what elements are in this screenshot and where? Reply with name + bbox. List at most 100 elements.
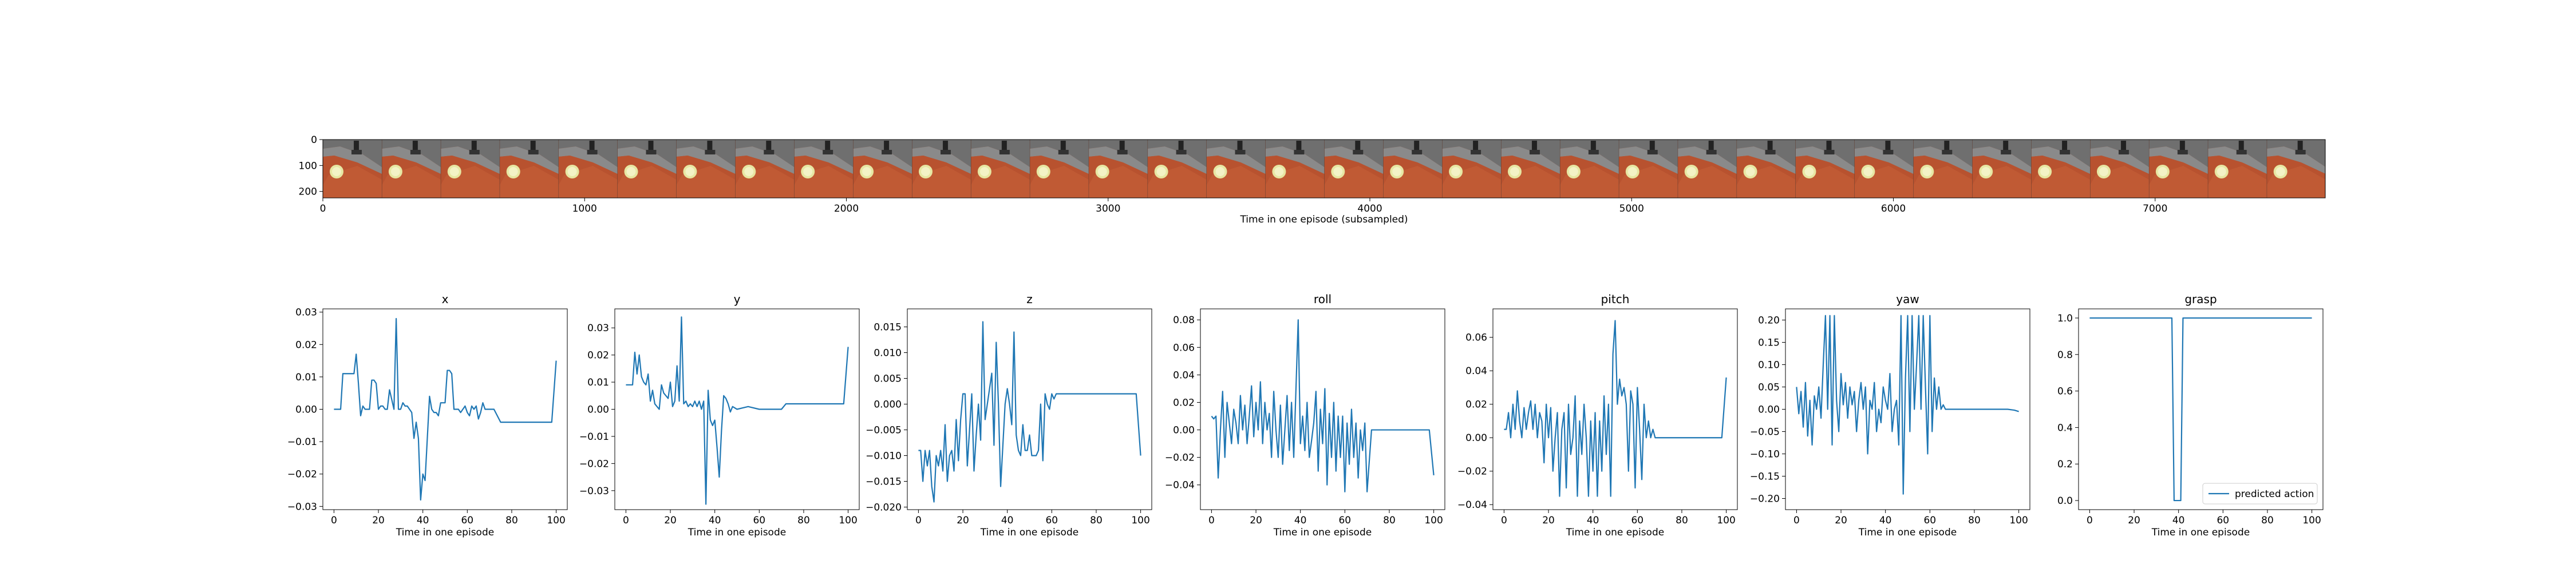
- x-tick-label: 60: [1923, 515, 1936, 526]
- y-tick-label: 0.015: [874, 322, 902, 333]
- chart-yaw: yaw 0 20 40 60 80 100 −0.20 −0.15 −0.10 −0.05 0.00 0…: [1750, 292, 2030, 538]
- x-tick-label: 0: [1501, 515, 1507, 526]
- y-tick-label: −0.010: [866, 451, 902, 462]
- x-tick-label: 100: [1424, 515, 1443, 526]
- y-tick-label: 0.20: [1758, 315, 1780, 327]
- y-tick-label: 0.010: [874, 348, 902, 359]
- filmstrip-x-label: Time in one episode (subsampled): [1239, 214, 1408, 225]
- x-axis-label: Time in one episode: [980, 527, 1078, 538]
- x-tick-label: 60: [1631, 515, 1643, 526]
- x-tick-label: 100: [547, 515, 565, 526]
- chart-title: grasp: [2184, 292, 2217, 306]
- plot-frame: [1200, 308, 1445, 510]
- plot-frame: [1492, 308, 1738, 510]
- y-tick-label: −0.20: [1750, 494, 1780, 505]
- y-tick-label: 0.03: [587, 323, 609, 334]
- y-tick-label: −0.015: [866, 476, 902, 488]
- y-tick-label: 0.0: [2057, 495, 2073, 507]
- chart-title: y: [734, 292, 741, 306]
- y-tick-label: 0.04: [1465, 366, 1487, 377]
- y-tick-label: 0.00: [1173, 425, 1195, 436]
- y-tick-label: −0.02: [1457, 466, 1487, 478]
- filmstrip-axes: 0 1000 2000 3000 4000 5000 6000 7000 0 100 200 Ti…: [299, 134, 2326, 225]
- y-tick-label: 0.00: [587, 404, 609, 416]
- x-tick-label: 80: [2261, 515, 2274, 526]
- y-tick-label: 0.05: [1758, 382, 1780, 394]
- y-tick-label: −0.020: [866, 502, 902, 514]
- chart-y: y 0 20 40 60 80 100 −0.03 −0.02 −0.01 0.00 0.01 0.02…: [579, 292, 860, 538]
- legend: predicted action: [2202, 483, 2318, 505]
- chart-title: yaw: [1896, 292, 1919, 306]
- x-tick-label: 80: [1968, 515, 1981, 526]
- x-tick-label: 80: [1383, 515, 1396, 526]
- y-tick-label: 0.02: [1173, 397, 1195, 408]
- filmstrip-x-tick-label: 3000: [1096, 203, 1120, 214]
- x-axis-label: Time in one episode: [688, 527, 786, 538]
- chart-x: x 0 20 40 60 80 100 −0.03 −0.02 −0.01 0.00 0.01 0.02…: [287, 292, 568, 538]
- filmstrip-x-tick-label: 1000: [572, 203, 597, 214]
- chart-title: z: [1026, 292, 1033, 306]
- x-tick-label: 100: [1717, 515, 1735, 526]
- x-tick-label: 80: [505, 515, 518, 526]
- y-tick-label: −0.01: [579, 431, 609, 443]
- y-tick-label: −0.02: [287, 469, 317, 480]
- series-line: [334, 317, 557, 501]
- series-line: [918, 321, 1141, 503]
- x-tick-label: 100: [2302, 515, 2321, 526]
- y-tick-label: 0.04: [1173, 370, 1195, 381]
- filmstrip-image: [323, 140, 2325, 198]
- legend-label: predicted action: [2235, 488, 2314, 500]
- x-tick-label: 40: [417, 515, 429, 526]
- chart-pitch: pitch 0 20 40 60 80 100 −0.04 −0.02 0.00 0.02 0.04 0…: [1457, 292, 1738, 538]
- y-tick-label: 0.03: [295, 307, 317, 319]
- y-tick-label: 0.005: [874, 374, 902, 385]
- filmstrip-x-tick-label: 6000: [1881, 203, 1906, 214]
- x-tick-label: 100: [1131, 515, 1149, 526]
- y-tick-label: 0.4: [2057, 422, 2073, 434]
- legend-box: [2202, 483, 2318, 505]
- x-tick-label: 40: [709, 515, 721, 526]
- y-tick-label: −0.15: [1750, 471, 1780, 483]
- chart-title: roll: [1314, 292, 1332, 306]
- chart-title: pitch: [1601, 292, 1630, 306]
- x-tick-label: 40: [2172, 515, 2185, 526]
- x-tick-label: 40: [1587, 515, 1599, 526]
- plot-frame: [907, 308, 1152, 510]
- y-tick-label: 0.01: [295, 372, 317, 383]
- filmstrip-y-ticks: 0 100 200: [299, 134, 323, 198]
- y-tick-label: −0.05: [1750, 427, 1780, 438]
- x-tick-label: 100: [839, 515, 857, 526]
- y-tick-label: 0.00: [295, 404, 317, 416]
- y-tick-label: −0.10: [1750, 449, 1780, 460]
- x-tick-label: 20: [1835, 515, 1847, 526]
- y-tick-label: 0.00: [1758, 404, 1780, 416]
- x-tick-label: 40: [1001, 515, 1014, 526]
- y-tick-label: 0.01: [587, 377, 609, 388]
- filmstrip-x-tick-label: 2000: [834, 203, 859, 214]
- x-tick-label: 0: [2087, 515, 2093, 526]
- x-axis-label: Time in one episode: [1858, 527, 1957, 538]
- y-tick-label: 0.02: [1465, 399, 1487, 411]
- x-tick-label: 20: [664, 515, 677, 526]
- x-tick-label: 20: [1542, 515, 1555, 526]
- x-tick-label: 80: [797, 515, 810, 526]
- y-tick-label: −0.03: [579, 486, 609, 497]
- y-tick-label: −0.04: [1457, 499, 1487, 511]
- filmstrip-frame: [322, 139, 2326, 198]
- chart-z: z 0 20 40 60 80 100 −0.020 −0.015 −0.010 −0.005 0.0…: [866, 292, 1152, 538]
- series-line: [1504, 320, 1727, 497]
- y-tick-label: −0.02: [1165, 452, 1195, 464]
- y-tick-label: 0.08: [1173, 315, 1195, 326]
- x-tick-label: 20: [2128, 515, 2140, 526]
- plot-frame: [322, 308, 568, 510]
- x-tick-label: 60: [1338, 515, 1351, 526]
- x-tick-label: 80: [1090, 515, 1103, 526]
- filmstrip-x-tick-label: 4000: [1357, 203, 1382, 214]
- y-tick-label: 0.06: [1465, 332, 1487, 344]
- action-panels: x0 20 40 60 80 100−0.03−0.02−0.010.000.010.02…: [287, 292, 2324, 538]
- filmstrip-x-ticks: 0 1000 2000 3000 4000 5000 6000 7000: [320, 198, 2167, 214]
- chart-grasp: grasp 0 20 40 60 80 100 0.0 0.2 0.4 0.6 0.8 1.0 Time …: [2057, 292, 2324, 538]
- filmstrip-y-tick-label: 0: [311, 134, 317, 146]
- x-tick-label: 0: [623, 515, 629, 526]
